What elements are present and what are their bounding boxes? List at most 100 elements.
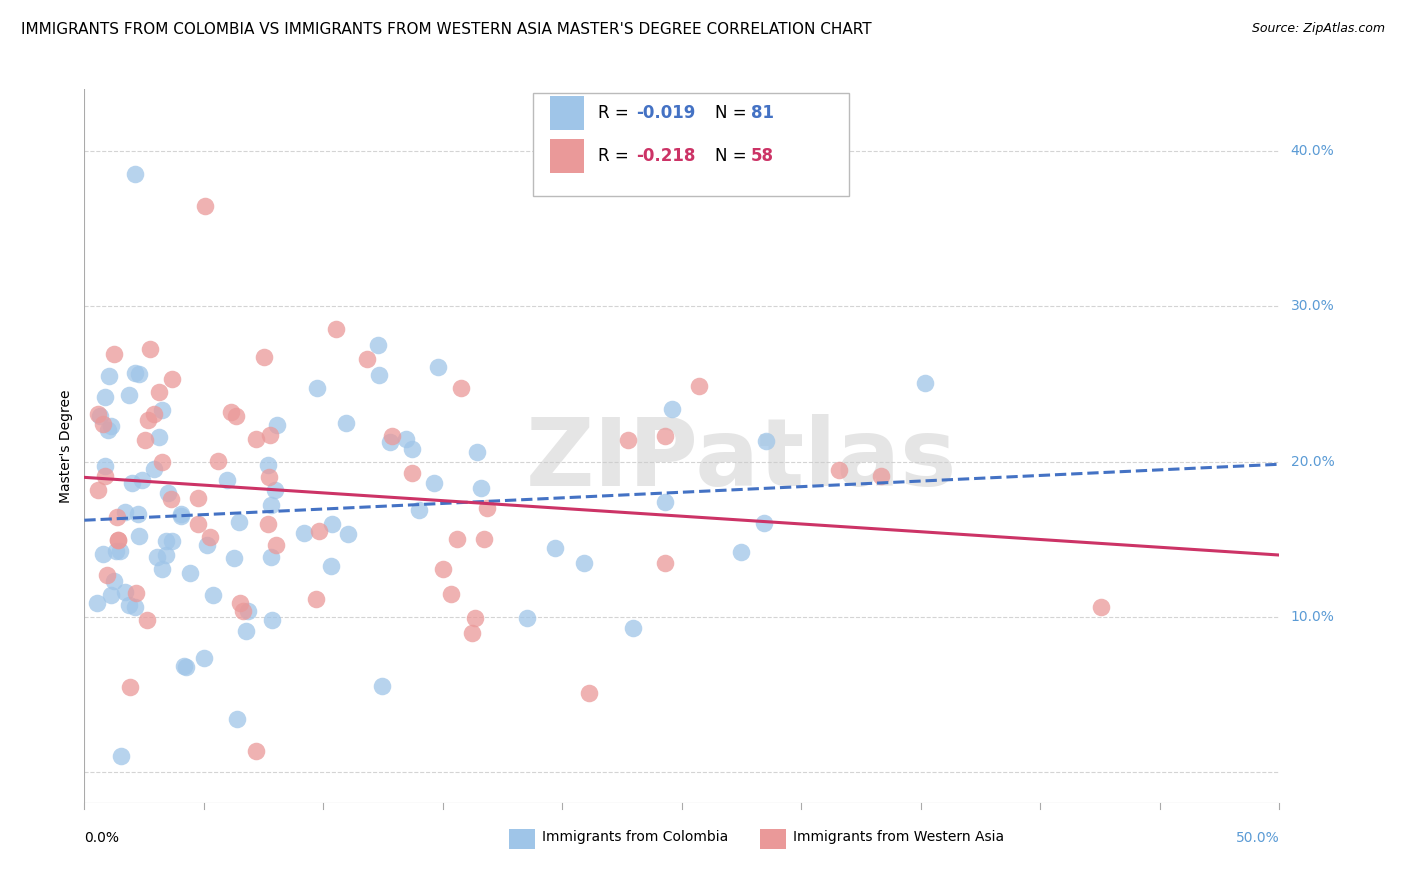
Point [94,468,117,483]
Point [426,359,449,374]
Point [232,604,254,618]
Point [107,533,129,548]
Text: 81: 81 [751,104,775,122]
Point [124,366,146,380]
Point [173,658,195,673]
Point [124,600,146,615]
Point [516,611,538,625]
Text: 20.0%: 20.0% [1291,455,1334,468]
Point [108,544,131,558]
Text: 30.0%: 30.0% [1291,300,1334,313]
Point [159,491,181,506]
Text: N =: N = [716,104,752,122]
Point [305,591,328,606]
Point [260,550,283,565]
Point [124,167,146,181]
Point [292,525,315,540]
Point [380,434,402,449]
Point [139,342,162,356]
Text: IMMIGRANTS FROM COLOMBIA VS IMMIGRANTS FROM WESTERN ASIA MASTER'S DEGREE CORRELA: IMMIGRANTS FROM COLOMBIA VS IMMIGRANTS F… [21,22,872,37]
Point [134,434,156,448]
Point [440,587,463,601]
Point [266,417,288,432]
Point [422,476,444,491]
Point [461,626,484,640]
Text: ZIPatlas: ZIPatlas [526,414,957,507]
Point [91,417,114,432]
Bar [759,830,786,849]
Point [446,532,468,546]
Point [127,507,149,521]
Point [325,321,347,335]
Point [477,501,499,516]
Point [253,351,276,365]
Point [94,458,117,473]
Point [464,611,486,625]
Point [465,445,488,459]
Point [616,433,638,447]
Point [661,402,683,417]
Point [257,458,280,472]
Point [200,530,222,544]
Point [174,660,197,674]
Text: 40.0%: 40.0% [1291,145,1334,158]
Point [225,712,247,726]
Point [128,367,150,381]
Point [107,510,129,524]
Point [114,505,136,519]
Point [245,432,267,446]
Point [118,388,141,402]
Point [335,417,357,431]
Point [136,613,159,627]
Point [259,427,281,442]
Point [87,407,110,421]
Point [229,596,252,610]
Point [155,533,177,548]
Text: 10.0%: 10.0% [1291,609,1334,624]
Point [103,574,125,588]
Point [193,651,215,665]
Point [187,491,209,506]
Point [408,502,430,516]
Point [96,568,118,582]
Point [321,516,343,531]
Point [114,585,136,599]
Point [128,529,150,543]
Point [155,548,177,562]
Point [450,381,472,395]
Point [94,390,117,404]
Point [194,199,217,213]
Point [305,381,328,395]
Point [730,545,752,559]
Text: Source: ZipAtlas.com: Source: ZipAtlas.com [1251,22,1385,36]
Point [225,409,247,423]
Point [89,409,111,423]
Point [401,442,423,457]
Point [160,533,183,548]
Point [572,556,595,570]
Point [150,455,173,469]
Point [870,469,893,483]
Bar [509,830,534,849]
Point [337,527,360,541]
Point [146,550,169,565]
Point [100,588,122,602]
Point [308,524,330,538]
Point [121,475,143,490]
FancyBboxPatch shape [533,93,849,196]
Text: -0.218: -0.218 [637,147,696,165]
Point [319,559,342,574]
Text: N =: N = [716,147,752,165]
Point [215,474,238,488]
Point [264,483,287,497]
Point [104,544,127,558]
Point [356,352,378,367]
Point [148,430,170,444]
Point [87,483,110,497]
Point [367,338,389,352]
Text: R =: R = [599,104,634,122]
Point [136,413,159,427]
Point [170,507,193,521]
Point [259,499,281,513]
Point [148,384,170,399]
